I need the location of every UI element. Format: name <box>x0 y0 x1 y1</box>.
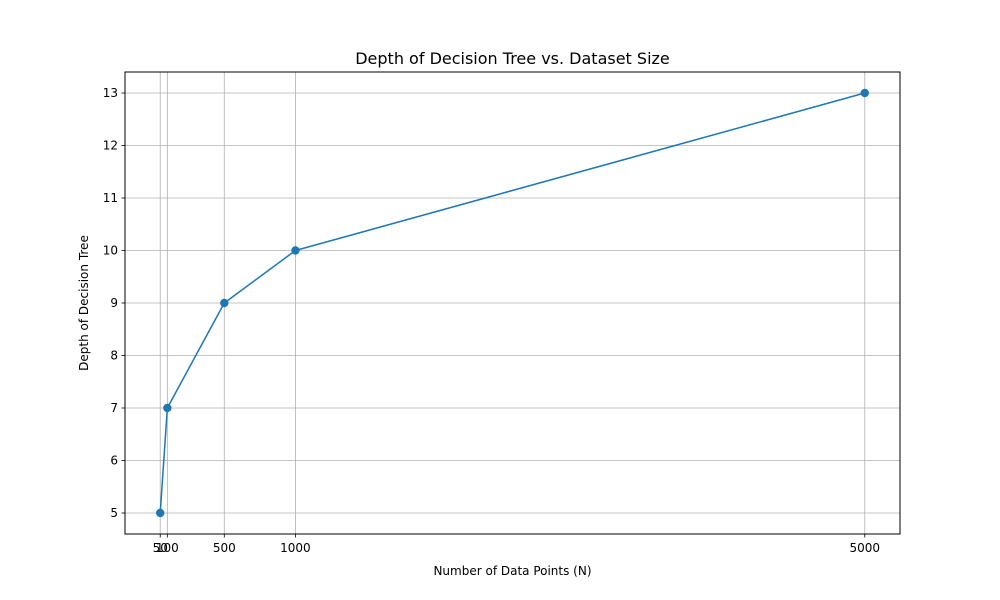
y-tick-label: 11 <box>103 191 118 205</box>
data-point <box>860 88 869 98</box>
data-point <box>220 298 229 308</box>
chart-title: Depth of Decision Tree vs. Dataset Size <box>355 49 670 68</box>
data-point <box>291 246 300 255</box>
x-tick-label: 1000 <box>280 541 311 555</box>
y-tick-label: 7 <box>110 401 118 415</box>
x-tick-label: 100 <box>156 541 179 555</box>
data-point <box>163 403 172 413</box>
x-axis-label: Number of Data Points (N) <box>433 564 591 578</box>
x-tick-label: 50 <box>153 541 168 555</box>
y-tick-label: 10 <box>103 244 118 258</box>
y-tick-label: 8 <box>110 349 118 363</box>
grid-layer <box>125 72 900 534</box>
data-point <box>156 508 165 518</box>
y-tick-label: 13 <box>103 86 118 100</box>
y-tick-label: 5 <box>110 506 118 520</box>
x-tick-label: 500 <box>213 541 236 555</box>
y-tick-label: 6 <box>110 454 118 468</box>
y-tick-label: 12 <box>103 139 118 153</box>
x-tick-label: 5000 <box>849 541 880 555</box>
y-axis-label: Depth of Decision Tree <box>77 235 91 371</box>
series-layer <box>156 88 869 518</box>
y-tick-label: 9 <box>110 296 118 310</box>
